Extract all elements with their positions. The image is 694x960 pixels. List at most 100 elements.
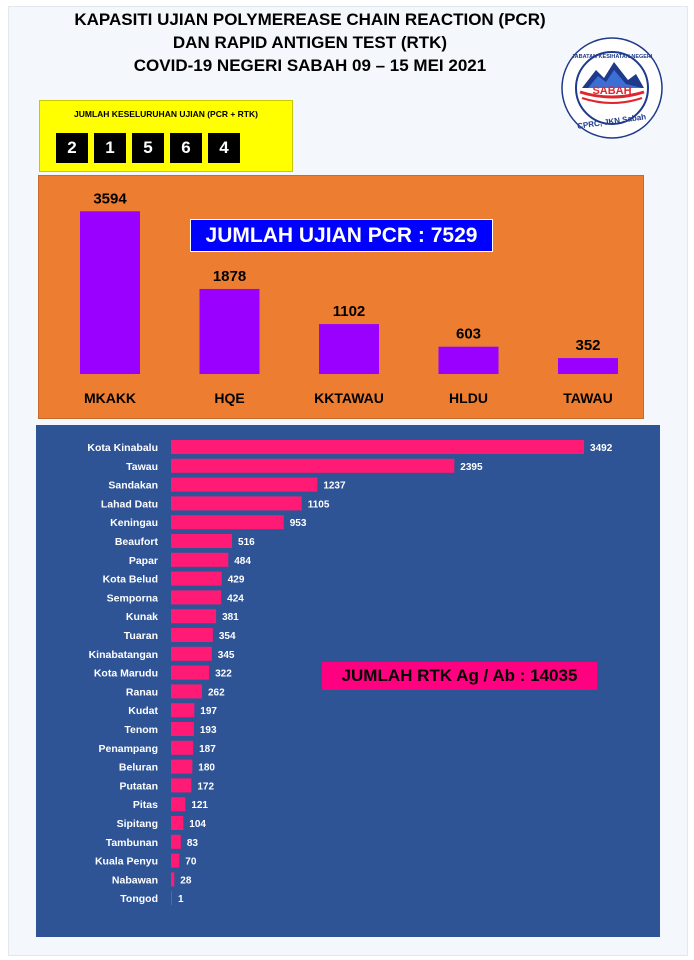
rtk-bar: [171, 722, 194, 736]
rtk-bar: [171, 703, 195, 718]
rtk-category-label: Putatan: [119, 780, 158, 792]
pcr-value-label: 3594: [93, 190, 127, 207]
rtk-bar: [171, 797, 186, 812]
rtk-category-label: Tenom: [124, 724, 158, 736]
total-digit: 5: [132, 133, 164, 163]
rtk-value-label: 121: [191, 800, 208, 811]
rtk-value-label: 70: [185, 857, 197, 868]
rtk-bar: [171, 534, 233, 548]
rtk-bar: [171, 778, 192, 793]
rtk-bar: [171, 891, 172, 906]
rtk-value-label: 484: [234, 556, 251, 567]
rtk-category-label: Pitas: [133, 799, 158, 811]
pcr-total-label: JUMLAH UJIAN PCR : 7529: [190, 219, 493, 252]
rtk-category-label: Papar: [129, 555, 158, 567]
rtk-bar: [171, 571, 222, 586]
total-digit: 6: [170, 133, 202, 163]
rtk-bar: [171, 477, 318, 492]
rtk-category-label: Beaufort: [115, 536, 159, 548]
rtk-value-label: 180: [198, 763, 215, 774]
rtk-value-label: 424: [227, 593, 244, 604]
rtk-bar: [171, 665, 210, 680]
total-tests-box: JUMLAH KESELURUHAN UJIAN (PCR + RTK) 2 1…: [39, 100, 293, 172]
rtk-category-label: Tongod: [120, 893, 158, 905]
rtk-bar: [171, 515, 284, 530]
rtk-category-label: Ranau: [126, 686, 158, 698]
pcr-bar-chart: 3594 MKAKK 1878 HQE 1102 KKTAWAU 603 HLDU 352 TAW…: [80, 190, 618, 406]
rtk-bar: [171, 496, 302, 511]
rtk-total-label: JUMLAH RTK Ag / Ab : 14035: [322, 662, 597, 690]
page-title: KAPASITI UJIAN POLYMEREASE CHAIN REACTIO…: [30, 8, 590, 77]
pcr-category-label: TAWAU: [563, 390, 613, 406]
rtk-value-label: 193: [200, 725, 217, 736]
rtk-value-label: 354: [219, 631, 236, 642]
rtk-bar: [171, 552, 229, 567]
pcr-chart-panel: 3594 MKAKK 1878 HQE 1102 KKTAWAU 603 HLDU 352 TAW…: [38, 175, 644, 419]
rtk-value-label: 197: [200, 706, 217, 717]
total-digit: 4: [208, 133, 240, 163]
pcr-category-label: KKTAWAU: [314, 390, 384, 406]
rtk-bar: [171, 458, 455, 473]
total-digit: 2: [56, 133, 88, 163]
rtk-category-label: Sandakan: [108, 480, 158, 492]
logo-top-text: JABATAN KESIHATAN NEGERI: [572, 54, 653, 60]
rtk-category-label: Kuala Penyu: [95, 856, 158, 868]
rtk-value-label: 172: [197, 781, 214, 792]
rtk-value-label: 953: [290, 518, 307, 529]
rtk-value-label: 3492: [590, 443, 613, 454]
rtk-value-label: 187: [199, 744, 216, 755]
rtk-bar: [171, 684, 202, 699]
rtk-bar: [171, 646, 212, 661]
rtk-value-label: 516: [238, 537, 255, 548]
rtk-bar: [171, 440, 585, 454]
rtk-bar: [171, 759, 193, 774]
total-tests-digits: 2 1 5 6 4: [56, 133, 240, 163]
rtk-category-label: Semporna: [107, 592, 159, 604]
rtk-category-label: Beluran: [119, 762, 158, 774]
rtk-bar: [171, 816, 184, 830]
rtk-value-label: 1237: [323, 481, 346, 492]
rtk-bar: [171, 740, 194, 755]
rtk-category-label: Tawau: [126, 461, 158, 473]
pcr-category-label: HQE: [214, 390, 244, 406]
rtk-category-label: Lahad Datu: [101, 498, 158, 510]
rtk-value-label: 1: [178, 894, 184, 905]
rtk-category-label: Tuaran: [124, 630, 158, 642]
rtk-category-label: Kota Belud: [103, 574, 158, 586]
rtk-bar: [171, 853, 180, 868]
pcr-bar: [199, 288, 260, 374]
pcr-value-label: 352: [575, 337, 600, 354]
total-tests-label: JUMLAH KESELURUHAN UJIAN (PCR + RTK): [74, 109, 258, 119]
title-line-1: KAPASITI UJIAN POLYMEREASE CHAIN REACTIO…: [74, 10, 546, 29]
rtk-value-label: 28: [180, 875, 192, 886]
jkn-sabah-logo: JABATAN KESIHATAN NEGERI SABAH CPRC, JKN…: [560, 36, 664, 140]
rtk-category-label: Kota Marudu: [94, 668, 158, 680]
rtk-bar: [171, 628, 213, 642]
rtk-category-label: Kinabatangan: [89, 649, 158, 661]
rtk-value-label: 322: [215, 669, 232, 680]
rtk-value-label: 262: [208, 687, 225, 698]
rtk-value-label: 2395: [460, 462, 483, 473]
title-line-3: COVID-19 NEGERI SABAH 09 – 15 MEI 2021: [133, 56, 487, 75]
rtk-bar: [171, 609, 217, 624]
pcr-category-label: HLDU: [449, 390, 488, 406]
rtk-value-label: 1105: [308, 499, 330, 510]
rtk-value-label: 381: [222, 612, 239, 623]
rtk-bar: [171, 590, 222, 605]
rtk-category-label: Kota Kinabalu: [87, 442, 158, 454]
rtk-value-label: 83: [187, 838, 199, 849]
pcr-bar: [438, 346, 499, 374]
logo-name: SABAH: [592, 85, 631, 97]
rtk-value-label: 104: [189, 819, 206, 830]
rtk-category-label: Penampang: [98, 743, 158, 755]
pcr-value-label: 1102: [333, 303, 366, 320]
rtk-bar: [171, 834, 181, 849]
pcr-bar: [558, 358, 618, 374]
rtk-category-label: Nabawan: [112, 874, 158, 886]
rtk-category-label: Keningau: [110, 517, 158, 529]
pcr-bar: [80, 211, 140, 374]
title-line-2: DAN RAPID ANTIGEN TEST (RTK): [172, 33, 448, 52]
rtk-category-label: Sipitang: [117, 818, 158, 830]
pcr-value-label: 603: [456, 326, 481, 343]
rtk-bar: [171, 872, 175, 887]
